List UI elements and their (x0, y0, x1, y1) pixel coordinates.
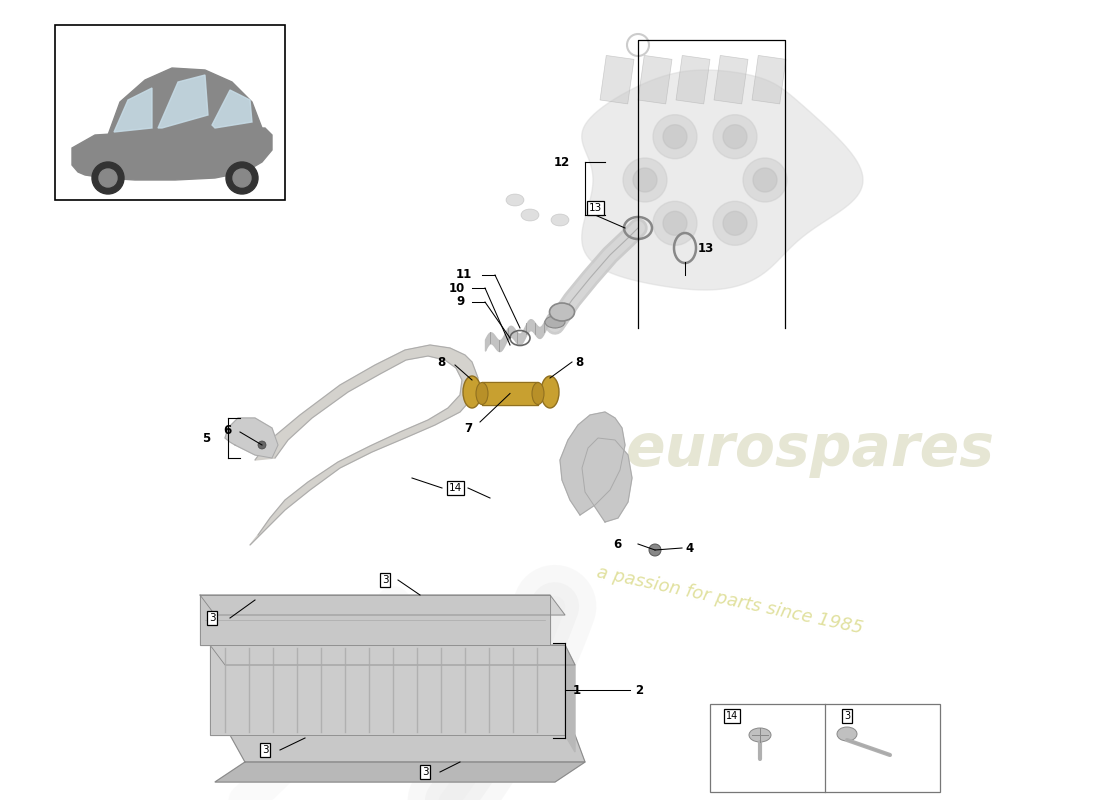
Circle shape (258, 441, 266, 449)
Circle shape (723, 211, 747, 235)
Polygon shape (582, 438, 632, 522)
Polygon shape (158, 75, 208, 128)
Bar (600, 55, 634, 104)
Bar (676, 55, 710, 104)
Polygon shape (210, 645, 565, 735)
Bar (752, 55, 786, 104)
Circle shape (742, 158, 786, 202)
Polygon shape (200, 595, 550, 645)
Text: 3: 3 (262, 745, 268, 755)
Polygon shape (482, 382, 538, 405)
Text: 8: 8 (575, 355, 583, 369)
Ellipse shape (463, 376, 481, 408)
Text: 3: 3 (421, 767, 428, 777)
Polygon shape (582, 70, 864, 290)
Ellipse shape (521, 209, 539, 221)
Ellipse shape (476, 382, 488, 405)
Circle shape (713, 114, 757, 158)
Circle shape (226, 162, 258, 194)
Ellipse shape (749, 728, 771, 742)
Bar (714, 55, 748, 104)
Bar (55, 25, 285, 200)
Text: 3: 3 (382, 575, 388, 585)
Text: 13: 13 (588, 203, 602, 213)
Circle shape (663, 125, 688, 149)
Polygon shape (114, 88, 152, 132)
Polygon shape (212, 90, 252, 128)
Text: 8: 8 (437, 355, 446, 369)
Circle shape (713, 202, 757, 246)
Circle shape (649, 544, 661, 556)
Ellipse shape (532, 382, 544, 405)
Ellipse shape (550, 303, 574, 321)
Ellipse shape (541, 376, 559, 408)
Circle shape (632, 168, 657, 192)
Ellipse shape (837, 727, 857, 741)
Bar (710, 704, 940, 792)
Text: 6: 6 (614, 538, 622, 550)
Text: 9: 9 (456, 295, 465, 309)
Ellipse shape (551, 214, 569, 226)
Circle shape (653, 114, 697, 158)
Polygon shape (565, 645, 575, 752)
Circle shape (754, 168, 777, 192)
Polygon shape (72, 128, 272, 180)
Polygon shape (230, 735, 585, 762)
Polygon shape (200, 595, 565, 615)
Text: 10: 10 (449, 282, 465, 294)
Ellipse shape (506, 194, 524, 206)
Text: 13: 13 (698, 242, 714, 254)
Ellipse shape (544, 316, 565, 328)
Text: 14: 14 (726, 711, 738, 721)
Text: 11: 11 (455, 269, 472, 282)
Text: 2: 2 (635, 683, 643, 697)
Text: 4: 4 (685, 542, 693, 554)
Polygon shape (226, 418, 278, 458)
Text: 14: 14 (449, 483, 462, 493)
Bar (638, 55, 672, 104)
Circle shape (99, 169, 117, 187)
Text: 7: 7 (464, 422, 472, 434)
Circle shape (663, 211, 688, 235)
Polygon shape (214, 762, 585, 782)
Text: 6: 6 (223, 423, 232, 437)
Circle shape (723, 125, 747, 149)
Text: 5: 5 (201, 431, 210, 445)
Circle shape (623, 158, 667, 202)
Circle shape (233, 169, 251, 187)
Text: 3: 3 (844, 711, 850, 721)
Polygon shape (250, 345, 478, 545)
Text: 1: 1 (573, 684, 581, 697)
Text: eurospares: eurospares (626, 422, 994, 478)
Text: a passion for parts since 1985: a passion for parts since 1985 (595, 563, 865, 637)
Polygon shape (108, 68, 262, 135)
Text: 3: 3 (209, 613, 216, 623)
Polygon shape (560, 412, 625, 515)
Circle shape (653, 202, 697, 246)
Text: 12: 12 (553, 155, 570, 169)
Circle shape (92, 162, 124, 194)
Polygon shape (210, 645, 575, 665)
